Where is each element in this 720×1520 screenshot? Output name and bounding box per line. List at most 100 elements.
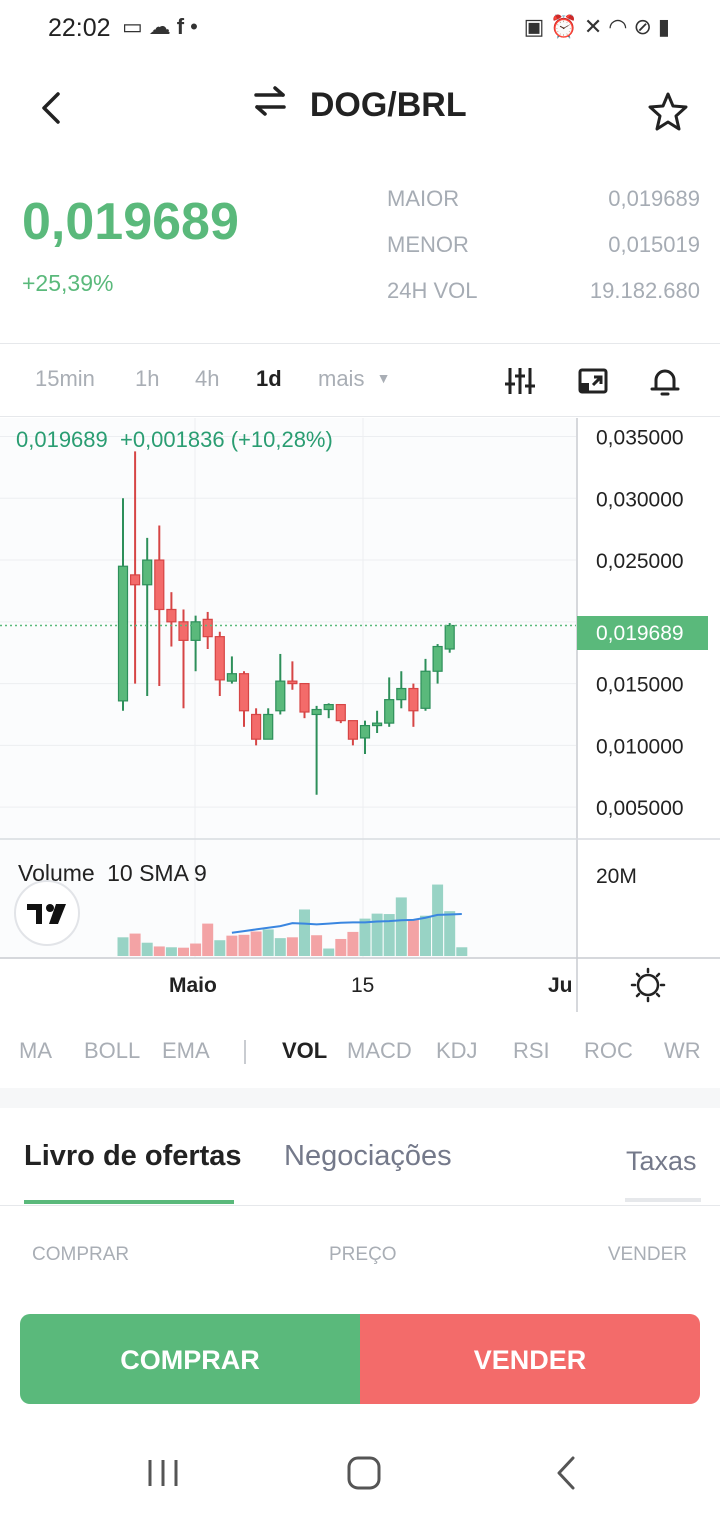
- swap-pair-button[interactable]: [253, 86, 287, 125]
- voicemail-icon: ▭: [122, 14, 149, 39]
- fees-link[interactable]: Taxas: [626, 1146, 697, 1176]
- section-gap: [0, 1088, 720, 1108]
- indicator-boll[interactable]: BOLL: [84, 1038, 141, 1063]
- price-axis-tick: 0,015000: [596, 674, 684, 697]
- price-axis: 0,035000 0,030000 0,025000 0,015000 0,010000…: [596, 427, 684, 821]
- system-back-button[interactable]: [536, 1448, 596, 1498]
- back-arrow-icon: [42, 92, 60, 124]
- volume-bar: [335, 938, 347, 956]
- candle-body: [444, 624, 455, 650]
- candle-body: [275, 680, 286, 712]
- time-tick-maio: Maio: [169, 974, 217, 997]
- recent-apps-button[interactable]: [133, 1448, 193, 1498]
- volume-bar: [286, 937, 298, 956]
- volume-sma-label: 10 SMA 9: [107, 860, 207, 886]
- volume-bar: [129, 933, 141, 956]
- stat-volume-label: 24H VOL: [387, 278, 478, 303]
- indicator-rsi[interactable]: RSI: [513, 1038, 550, 1063]
- volume-bar: [141, 942, 153, 956]
- indicator-roc[interactable]: ROC: [584, 1038, 633, 1063]
- stat-high-label: MAIOR: [387, 186, 460, 211]
- volume-bar: [383, 914, 395, 956]
- candle-body: [408, 687, 419, 712]
- status-bar: 22:02 ▭☁f• ▣⏰✕◠⊘▮: [0, 0, 720, 60]
- timeframe-1h[interactable]: 1h: [135, 366, 160, 391]
- status-right-icons: ▣⏰✕◠⊘▮: [524, 14, 676, 40]
- indicator-wr[interactable]: WR: [664, 1038, 701, 1063]
- candle-body: [142, 559, 153, 586]
- buy-button[interactable]: COMPRAR: [20, 1314, 360, 1404]
- tab-order-book[interactable]: Livro de ofertas: [24, 1140, 242, 1172]
- volume-bar: [178, 947, 189, 956]
- fullscreen-icon: [578, 368, 608, 394]
- pair-title: DOG/BRL: [309, 86, 467, 124]
- last-price: 0,019689: [22, 193, 239, 251]
- price-axis-tick: 0,030000: [596, 488, 684, 511]
- volume-bar: [456, 947, 468, 956]
- time-tick-15: 15: [351, 974, 374, 997]
- price-chart[interactable]: 0,035000 0,030000 0,025000 0,015000 0,010000…: [0, 418, 720, 1012]
- timeframe-more-dropdown[interactable]: mais ▼: [318, 366, 390, 392]
- home-button[interactable]: [334, 1448, 394, 1498]
- candle-body: [359, 724, 371, 739]
- volume-bar: [371, 913, 383, 956]
- fullscreen-button[interactable]: [576, 364, 610, 398]
- volume-bar: [311, 935, 323, 956]
- volume-bar: [420, 915, 431, 956]
- stat-low-value: 0,015019: [608, 232, 700, 257]
- price-axis-tick: 0,035000: [596, 427, 684, 450]
- candlesticks: [117, 451, 455, 795]
- status-time: 22:02: [48, 14, 111, 42]
- caret-down-icon: ▼: [376, 370, 391, 386]
- price-axis-tick: 0,010000: [596, 735, 684, 758]
- stat-high-value: 0,019689: [608, 186, 700, 211]
- candle-body: [178, 621, 189, 641]
- chart-settings-button[interactable]: [503, 364, 537, 398]
- time-tick-ju: Ju: [548, 974, 573, 997]
- volume-bar: [407, 919, 419, 956]
- tradingview-logo[interactable]: [14, 880, 80, 946]
- candle-body: [323, 703, 334, 711]
- indicator-macd[interactable]: MACD: [347, 1038, 412, 1063]
- home-icon: [347, 1456, 381, 1490]
- volume-bar: [117, 937, 129, 956]
- chart-readout: 0,019689 +0,001836 (+10,28%): [16, 427, 333, 452]
- chart-background: [0, 418, 576, 958]
- candle-body: [214, 636, 225, 681]
- volume-label: Volume 10 SMA 9: [18, 860, 207, 886]
- indicator-separator: [244, 1040, 246, 1064]
- indicator-vol[interactable]: VOL: [282, 1038, 328, 1063]
- last-price-badge-text: 0,019689: [596, 622, 684, 645]
- candle-body: [202, 618, 213, 638]
- star-icon: [648, 92, 688, 131]
- indicator-kdj[interactable]: KDJ: [436, 1038, 478, 1063]
- volume-bar: [226, 935, 238, 956]
- alarm-icon: ⏰: [550, 14, 584, 39]
- back-icon: [557, 1456, 575, 1490]
- volume-bar: [274, 938, 286, 956]
- volume-bar: [323, 948, 335, 956]
- chart-settings-gear-icon[interactable]: [630, 967, 666, 1003]
- status-left-icons: ▭☁f•: [122, 14, 204, 40]
- volume-bar: [444, 911, 456, 956]
- favorite-button[interactable]: [646, 90, 690, 134]
- timeframe-15min[interactable]: 15min: [35, 366, 95, 391]
- candle-body: [190, 621, 201, 641]
- timeframe-4h[interactable]: 4h: [195, 366, 220, 391]
- volume-sma-line: [231, 913, 462, 934]
- indicator-ma[interactable]: MA: [19, 1038, 52, 1063]
- candle-body: [432, 645, 443, 672]
- back-button[interactable]: [34, 86, 74, 130]
- tab-trades[interactable]: Negociações: [284, 1140, 452, 1172]
- volume-bar: [214, 940, 226, 956]
- volume-bar: [190, 943, 202, 956]
- indicator-ema[interactable]: EMA: [162, 1038, 210, 1063]
- candle-body: [130, 574, 141, 586]
- volume-axis-tick: 20M: [596, 865, 637, 888]
- timeframe-1d[interactable]: 1d: [256, 366, 282, 391]
- price-alert-button[interactable]: [648, 364, 682, 398]
- recent-apps-icon: [148, 1460, 178, 1486]
- candle-body: [287, 680, 298, 685]
- fees-underline: [625, 1198, 701, 1202]
- sell-button[interactable]: VENDER: [360, 1314, 700, 1404]
